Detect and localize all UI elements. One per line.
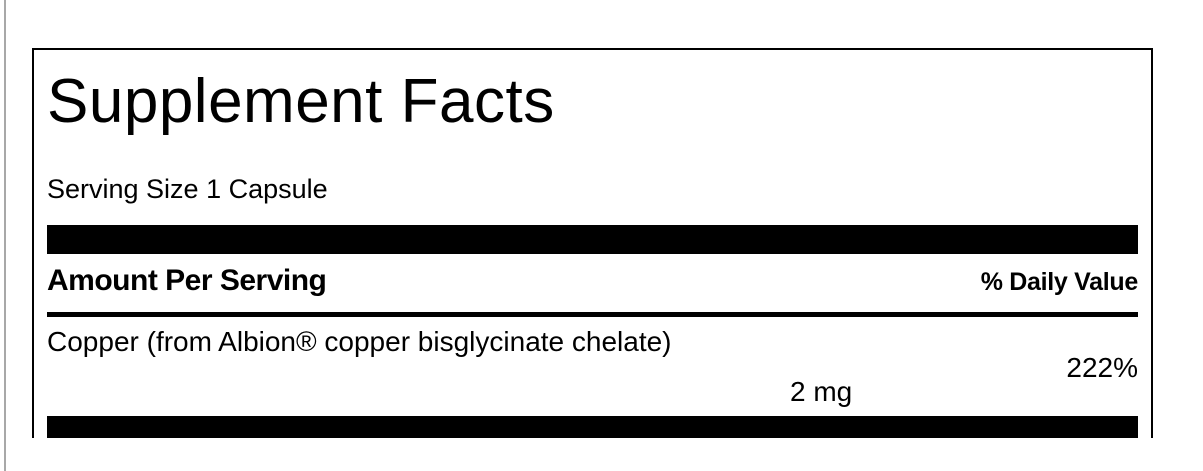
amount-per-serving-header: Amount Per Serving: [47, 264, 327, 297]
nutrient-amount: 2 mg: [790, 376, 853, 407]
daily-value-header: % Daily Value: [980, 268, 1139, 296]
bottom-thick-divider: [47, 416, 1138, 438]
nutrient-name: Copper (from Albion® copper bisglycinate…: [47, 326, 672, 357]
serving-size: Serving Size 1 Capsule: [47, 174, 328, 204]
panel-title: Supplement Facts: [47, 67, 555, 136]
medium-divider: [47, 312, 1138, 317]
left-border-line: [4, 0, 6, 471]
thick-divider: [47, 225, 1138, 254]
supplement-facts-panel: Supplement Facts Serving Size 1 Capsule …: [32, 48, 1153, 438]
nutrient-daily-value: 222%: [1066, 352, 1138, 383]
